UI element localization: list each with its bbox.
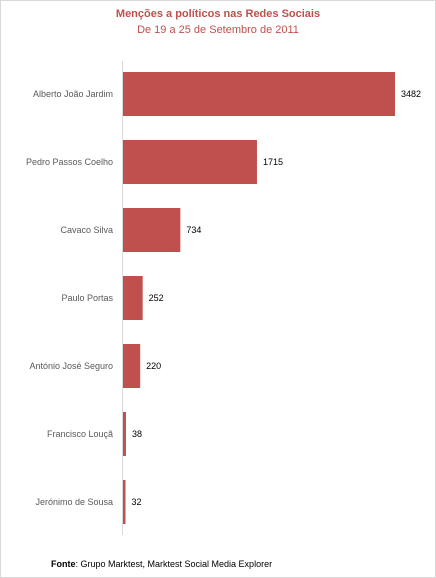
value-label: 32 — [131, 497, 141, 507]
value-label: 38 — [132, 429, 142, 439]
value-label: 252 — [149, 293, 164, 303]
value-label: 1715 — [263, 157, 283, 167]
chart-subtitle: De 19 a 25 de Setembro de 2011 — [137, 24, 299, 36]
source-text: : Grupo Marktest, Marktest Social Media … — [75, 559, 273, 569]
source-note: Fonte: Grupo Marktest, Marktest Social M… — [51, 559, 272, 569]
category-label: Pedro Passos Coelho — [26, 157, 113, 167]
bar — [123, 140, 257, 184]
bar — [123, 480, 126, 524]
source-label: Fonte — [51, 559, 76, 569]
bar — [123, 276, 143, 320]
bars-group: Alberto João Jardim 3482 Pedro Passos Coel… — [26, 72, 421, 524]
category-label: Francisco Louçã — [47, 429, 113, 439]
category-label: António José Seguro — [29, 361, 113, 371]
category-label: Jerónimo de Sousa — [35, 497, 113, 507]
bar — [123, 344, 141, 388]
value-label: 734 — [186, 225, 201, 235]
category-label: Paulo Portas — [61, 293, 113, 303]
category-label: Cavaco Silva — [60, 225, 113, 235]
value-label: 3482 — [401, 89, 421, 99]
category-label: Alberto João Jardim — [33, 89, 113, 99]
value-label: 220 — [146, 361, 161, 371]
chart-title: Menções a políticos nas Redes Sociais — [115, 8, 321, 20]
bar — [123, 72, 395, 116]
bar — [123, 208, 181, 252]
bar — [123, 412, 126, 456]
